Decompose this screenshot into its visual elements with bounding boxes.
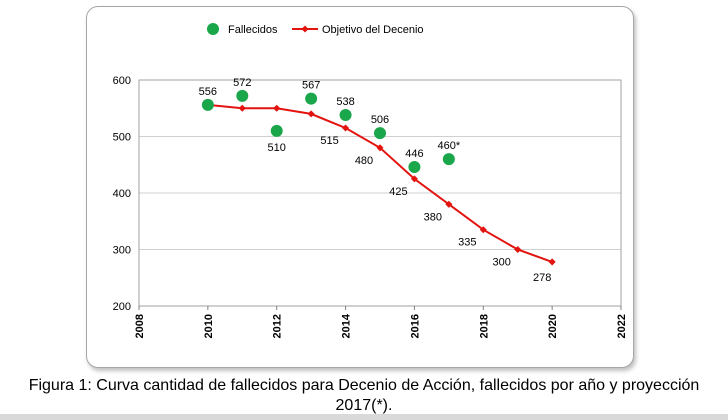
x-tick-label: 2008	[134, 314, 146, 338]
line-marker	[342, 124, 350, 132]
legend-label-fallecidos: Fallecidos	[228, 24, 278, 36]
line-data-label: 515	[320, 135, 338, 147]
scatter-data-label: 572	[233, 77, 251, 89]
y-tick-label: 300	[113, 245, 131, 257]
y-tick-label: 400	[113, 188, 131, 200]
line-data-label: 425	[389, 186, 407, 198]
line-marker	[238, 104, 246, 112]
line-marker	[445, 200, 453, 208]
y-tick-label: 200	[113, 301, 131, 313]
line-marker	[548, 258, 556, 266]
chart-svg: 200 300 400 500 600 2008 2010 2012 2014 2016 2018 2…	[113, 23, 628, 338]
scatter-data-label: 510	[268, 142, 286, 154]
scatter-point	[374, 127, 386, 140]
line-marker	[307, 110, 315, 118]
line-marker	[479, 226, 487, 234]
x-tick-label: 2018	[478, 314, 490, 338]
line-marker	[273, 104, 281, 112]
line-data-label: 480	[355, 155, 373, 167]
scatter-point	[442, 153, 455, 166]
line-marker	[514, 245, 522, 254]
x-tick-label: 2014	[341, 313, 353, 338]
line-marker	[410, 175, 418, 183]
scatter-data-label: 556	[199, 86, 217, 98]
scatter-point	[201, 98, 214, 111]
chart-frame: 200 300 400 500 600 2008 2010 2012 2014 2016 2018 2…	[86, 6, 634, 368]
line-data-label: 380	[424, 211, 442, 223]
scatter-point	[236, 89, 249, 102]
scatter-data-label: 538	[336, 96, 354, 108]
line-marker	[376, 144, 384, 152]
line-data-label: 300	[493, 257, 511, 269]
legend-marker-fallecidos	[207, 23, 219, 35]
scatter-data-label: 446	[405, 148, 423, 160]
scatter-data-label: 506	[371, 114, 389, 126]
scatter-data-label: 567	[302, 80, 320, 92]
y-tick-label: 500	[113, 132, 131, 144]
line-data-label: 335	[458, 237, 476, 249]
scatter-point	[305, 92, 318, 105]
x-tick-label: 2022	[616, 314, 628, 338]
x-tick-label: 2010	[203, 314, 215, 338]
scatter-point	[339, 109, 352, 122]
scatter-data-label: 460*	[438, 140, 461, 152]
y-tick-label: 600	[113, 75, 131, 87]
line-data-label: 278	[533, 272, 551, 284]
scatter-point	[408, 161, 421, 174]
x-tick-label: 2020	[547, 314, 559, 338]
plot-area-border	[138, 79, 622, 307]
bottom-divider	[0, 414, 728, 420]
legend-label-objetivo: Objetivo del Decenio	[322, 24, 424, 36]
x-tick-label: 2016	[409, 314, 421, 338]
figure-caption: Figura 1: Curva cantidad de fallecidos p…	[28, 377, 700, 414]
x-tick-label: 2012	[272, 314, 284, 338]
legend-marker-objetivo	[301, 25, 309, 33]
scatter-point	[270, 124, 283, 137]
